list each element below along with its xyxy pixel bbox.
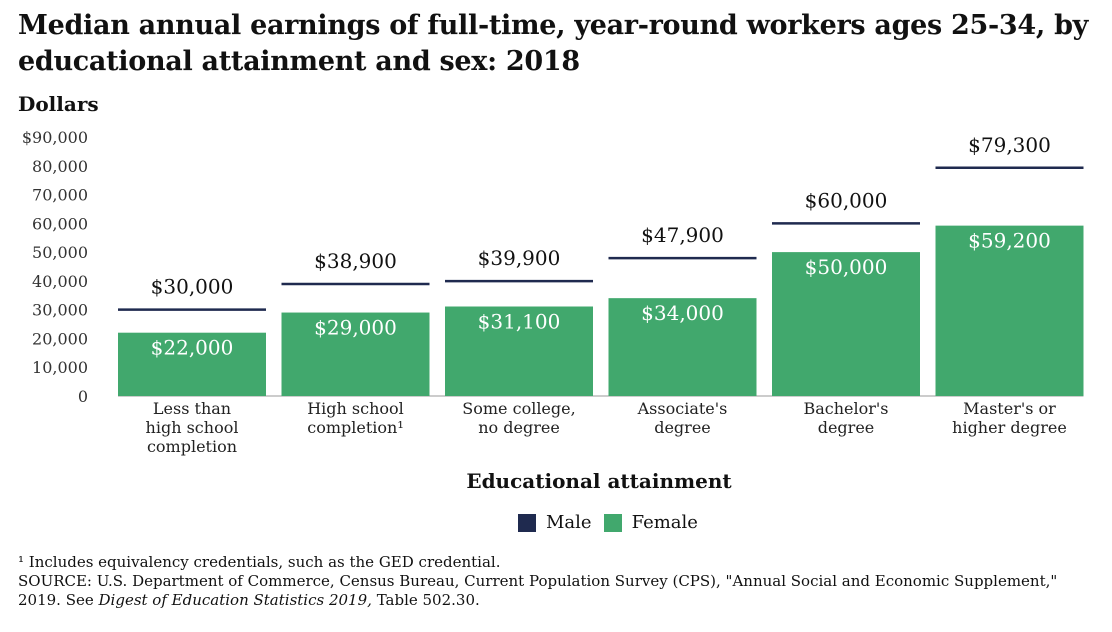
male-value-label: $60,000 <box>805 188 888 212</box>
y-tick-label: 50,000 <box>32 243 88 262</box>
source-line-2: 2019. See Digest of Education Statistics… <box>18 591 1098 610</box>
male-value-label: $39,900 <box>478 246 561 270</box>
legend: Male Female <box>518 512 710 533</box>
category-label: High school <box>307 399 404 418</box>
male-value-label: $47,900 <box>641 223 724 247</box>
y-tick-label: 0 <box>78 387 88 406</box>
category-label: no degree <box>478 418 560 437</box>
source-line-1: SOURCE: U.S. Department of Commerce, Cen… <box>18 572 1058 590</box>
source-publication: Digest of Education Statistics 2019, <box>98 591 372 609</box>
female-bar <box>608 298 757 396</box>
female-value-label: $50,000 <box>805 255 888 279</box>
female-bar <box>772 252 920 396</box>
female-value-label: $59,200 <box>968 229 1051 253</box>
category-label: completion¹ <box>307 418 404 437</box>
category-label: Bachelor's <box>803 399 888 418</box>
female-value-label: $31,100 <box>478 310 561 334</box>
male-value-label: $79,300 <box>968 133 1051 157</box>
legend-item-male: Male <box>518 512 592 533</box>
x-axis-title: Educational attainment <box>466 469 732 493</box>
category-label: degree <box>654 418 711 437</box>
footnote-1: ¹ Includes equivalency credentials, such… <box>18 553 501 571</box>
female-value-label: $34,000 <box>641 301 724 325</box>
male-value-label: $38,900 <box>314 249 397 273</box>
category-label: Less than <box>153 399 231 418</box>
legend-label-female: Female <box>631 512 698 533</box>
y-tick-label: 70,000 <box>32 186 88 205</box>
category-label: Master's or <box>963 399 1056 418</box>
category-label: Associate's <box>637 399 728 418</box>
y-tick-label: $90,000 <box>22 128 88 147</box>
y-tick-label: 40,000 <box>32 272 88 291</box>
category-label: degree <box>818 418 875 437</box>
bar-chart: $90,000 80,000 70,000 60,000 50,000 40,000 30,… <box>22 128 1084 493</box>
female-value-label: $29,000 <box>314 316 397 340</box>
legend-swatch-male <box>518 513 536 532</box>
female-bar <box>118 332 266 396</box>
female-bar <box>445 306 593 396</box>
chart-title: Median annual earnings of full-time, yea… <box>18 10 1089 77</box>
y-tick-label: 20,000 <box>32 329 88 348</box>
male-value-label: $30,000 <box>151 275 234 299</box>
source-suffix: Table 502.30. <box>371 591 480 609</box>
female-bar <box>281 312 430 396</box>
category-label: high school <box>146 418 239 437</box>
legend-item-female: Female <box>603 512 698 533</box>
legend-label-male: Male <box>546 512 592 533</box>
y-tick-label: 10,000 <box>32 358 88 377</box>
y-axis-label: Dollars <box>18 92 99 116</box>
female-value-label: $22,000 <box>151 336 234 360</box>
legend-swatch-female <box>603 513 622 532</box>
y-tick-label: 80,000 <box>32 157 88 176</box>
source-prefix: 2019. See <box>18 591 99 609</box>
y-tick-label: 30,000 <box>32 301 88 320</box>
footnotes: ¹ Includes equivalency credentials, such… <box>18 553 1098 610</box>
female-bar <box>935 225 1084 396</box>
category-label: higher degree <box>952 418 1067 437</box>
category-label: completion <box>147 437 237 456</box>
y-tick-label: 60,000 <box>32 214 88 233</box>
category-label: Some college, <box>462 399 575 418</box>
